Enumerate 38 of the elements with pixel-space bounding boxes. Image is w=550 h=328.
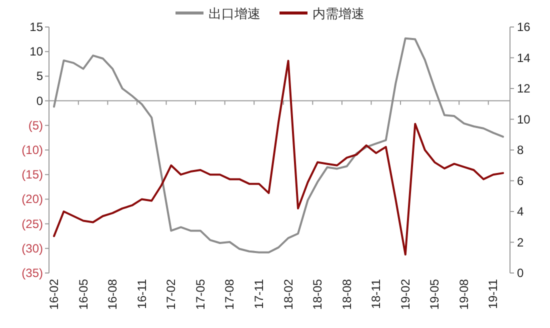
y-tick-label: (25) <box>22 216 43 231</box>
y2-tick-label: 8 <box>517 143 524 157</box>
y2-tick-label: 12 <box>517 82 531 96</box>
y-tick-label: 0 <box>36 94 44 108</box>
y2-tick-label: 6 <box>517 174 524 188</box>
x-tick-label: 16-02 <box>47 278 61 310</box>
y-tick-label: (35) <box>22 266 43 280</box>
y-tick-label: (15) <box>22 168 43 182</box>
y2-tick-label: 0 <box>517 266 524 280</box>
x-tick-label: 19-11 <box>486 278 500 309</box>
x-tick-label: 18-05 <box>310 278 325 310</box>
x-tick-label: 17-05 <box>193 278 208 310</box>
y-tick-label: (5) <box>28 118 43 132</box>
x-tick-label: 16-05 <box>76 278 90 310</box>
x-tick-label: 17-02 <box>164 278 178 310</box>
x-tick-label: 19-08 <box>456 278 471 310</box>
x-tick-label: 16-11 <box>134 278 149 309</box>
y-tick-label: (10) <box>22 143 43 157</box>
x-tick-label: 18-02 <box>281 278 296 310</box>
x-tick-label: 18-08 <box>340 278 354 310</box>
y-tick-label: 10 <box>30 44 44 59</box>
y-tick-label: 15 <box>30 20 44 34</box>
x-tick-label: 16-08 <box>106 278 120 310</box>
x-tick-label: 18-11 <box>369 278 384 309</box>
y-tick-label: 5 <box>36 69 44 84</box>
y2-tick-label: 10 <box>517 112 531 126</box>
y2-tick-label: 4 <box>517 204 524 218</box>
y2-tick-label: 14 <box>517 50 531 65</box>
x-tick-label: 19-05 <box>428 278 442 310</box>
x-tick-label: 17-11 <box>252 278 266 309</box>
legend-label: 内需增速 <box>312 6 364 21</box>
y2-tick-label: 2 <box>517 235 524 250</box>
x-tick-label: 19-02 <box>398 278 412 310</box>
legend-label: 出口增速 <box>208 6 260 21</box>
y-tick-label: (30) <box>22 241 43 256</box>
y2-tick-label: 16 <box>517 20 531 34</box>
y-tick-label: (20) <box>22 192 43 206</box>
x-tick-label: 17-08 <box>222 278 237 310</box>
